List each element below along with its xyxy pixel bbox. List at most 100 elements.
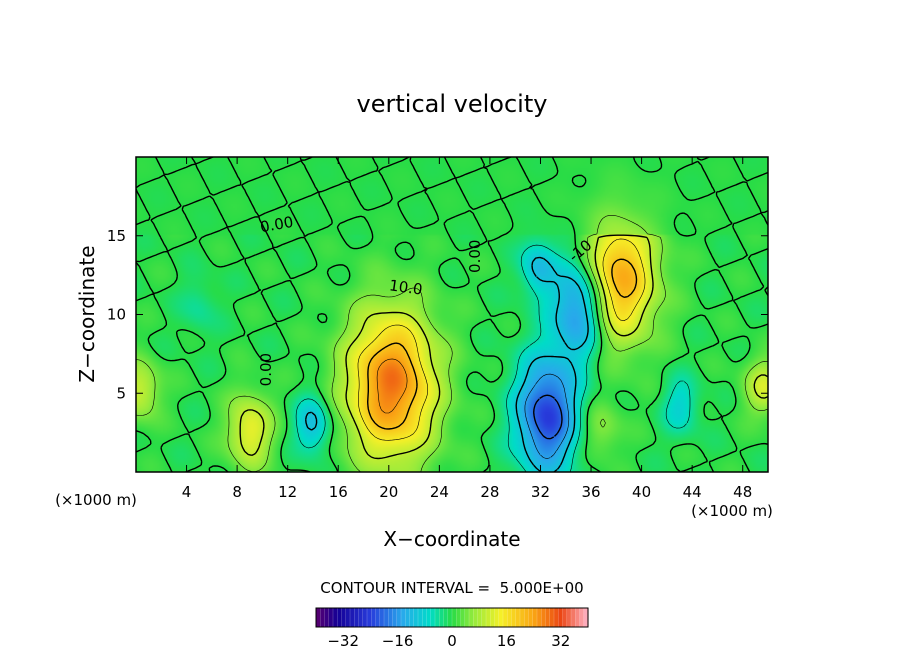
colorbar-segment [515, 608, 521, 627]
colorbar-segment [498, 608, 504, 627]
x-tick-label: 48 [733, 483, 752, 501]
colorbar-segment [435, 608, 440, 627]
colorbar-segment [558, 608, 564, 627]
contour-interval-label: CONTOUR INTERVAL = 5.000E+00 [320, 579, 583, 597]
colorbar-segment [362, 608, 368, 627]
colorbar-segment [422, 608, 428, 627]
colorbar-segment [583, 608, 589, 627]
x-tick-label: 32 [531, 483, 550, 501]
colorbar-segment [375, 608, 381, 627]
colorbar-tick-label: −16 [382, 632, 414, 650]
colorbar-segment [481, 608, 487, 627]
x-tick-label: 12 [278, 483, 297, 501]
x-tick-label: 40 [632, 483, 651, 501]
colorbar-ticks: −32 −16 0 16 32 [327, 632, 570, 650]
colorbar-segment [333, 608, 338, 627]
colorbar-segment [324, 608, 330, 627]
x-axis-label: X−coordinate [383, 527, 520, 551]
colorbar-segment [392, 608, 398, 627]
colorbar-segment [345, 608, 351, 627]
colorbar-segment [413, 608, 419, 627]
y-ticks: 5 10 15 [107, 227, 768, 402]
colorbar-segment [367, 608, 372, 627]
colorbar-segment [549, 608, 555, 627]
x-tick-label: 44 [683, 483, 702, 501]
y-tick-label: 15 [107, 227, 126, 245]
contour-line-10 [239, 234, 768, 460]
colorbar-segment [477, 608, 483, 627]
contour-line-neg20 [533, 394, 563, 440]
colorbar-segment [358, 608, 364, 627]
colorbar-segment [447, 608, 453, 627]
colorbar-segment [490, 608, 496, 627]
y-unit-label: (×1000 m) [691, 502, 773, 520]
colorbar-segment [443, 608, 449, 627]
colorbar-segment [426, 608, 432, 627]
colorbar-segment [379, 608, 385, 627]
y-tick-label: 5 [116, 384, 126, 402]
colorbar-segment [354, 608, 360, 627]
colorbar-segment [405, 608, 411, 627]
colorbar-segment [452, 608, 457, 627]
contour-line-0 [136, 157, 768, 472]
contour-line-15 [357, 238, 646, 441]
colorbar-segment [350, 608, 355, 627]
colorbar-segment [396, 608, 402, 627]
contour-label: 0.00 [257, 353, 275, 386]
colorbar-segment [511, 608, 517, 627]
x-tick-label: 16 [329, 483, 348, 501]
colorbar-frame [315, 607, 589, 628]
colorbar-segment [503, 608, 508, 627]
colorbar-segment [562, 608, 568, 627]
colorbar-segment [473, 608, 479, 627]
colorbar [315, 608, 589, 627]
colorbar-segment [409, 608, 415, 627]
x-tick-label: 36 [581, 483, 600, 501]
colorbar-tick-label: 0 [447, 632, 457, 650]
colorbar-segment [571, 608, 576, 627]
colorbar-segment [532, 608, 538, 627]
colorbar-segment [388, 608, 394, 627]
colorbar-segment [430, 608, 436, 627]
colorbar-segment [439, 608, 445, 627]
contour-lines [136, 157, 768, 472]
colorbar-segment [545, 608, 551, 627]
velocity-field-image [136, 157, 768, 472]
colorbar-segment [494, 608, 500, 627]
contour-label: 0.00 [466, 240, 484, 273]
x-tick-label: 28 [480, 483, 499, 501]
colorbar-segment [384, 608, 389, 627]
colorbar-segment [371, 608, 377, 627]
colorbar-segment [524, 608, 530, 627]
contour-line-25 [376, 358, 408, 414]
colorbar-segment [575, 608, 581, 627]
contour-line-5 [136, 215, 768, 472]
colorbar-segment [486, 608, 491, 627]
y-axis-label: Z−coordinate [75, 245, 99, 382]
contour-line-neg10 [305, 256, 589, 472]
x-ticks: 4 8 12 16 20 24 28 32 36 40 44 48 [182, 157, 752, 501]
chart-title: vertical velocity [357, 90, 548, 118]
colorbar-segment [528, 608, 534, 627]
y-tick-label: 10 [107, 306, 126, 324]
colorbar-segment [507, 608, 513, 627]
colorbar-segment [418, 608, 423, 627]
colorbar-segment [456, 608, 462, 627]
colorbar-segment [320, 608, 326, 627]
colorbar-segment [401, 608, 406, 627]
x-tick-label: 4 [182, 483, 192, 501]
colorbar-tick-label: 16 [497, 632, 516, 650]
x-tick-label: 8 [232, 483, 242, 501]
colorbar-segment [464, 608, 470, 627]
colorbar-tick-label: −32 [327, 632, 359, 650]
contour-line-20 [367, 258, 638, 430]
contour-label: 0.00 [259, 213, 295, 237]
colorbar-tick-label: 32 [551, 632, 570, 650]
colorbar-segment [337, 608, 343, 627]
x-tick-label: 20 [379, 483, 398, 501]
colorbar-segment [469, 608, 474, 627]
colorbar-segment [520, 608, 525, 627]
contour-line-neg15 [524, 373, 570, 459]
